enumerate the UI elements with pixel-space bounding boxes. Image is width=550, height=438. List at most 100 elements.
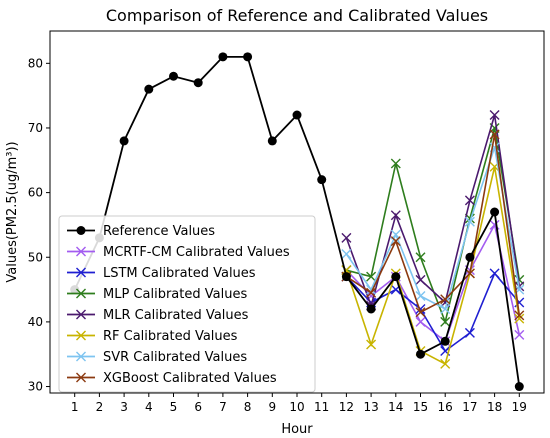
data-point bbox=[415, 316, 426, 327]
marker-stroke bbox=[464, 213, 475, 224]
legend-label: XGBoost Calibrated Values bbox=[103, 371, 277, 386]
data-point bbox=[366, 287, 377, 298]
data-point bbox=[292, 110, 302, 120]
marker-stroke bbox=[464, 195, 475, 206]
data-point bbox=[489, 129, 500, 140]
legend-marker bbox=[76, 246, 86, 257]
legend-label: SVR Calibrated Values bbox=[103, 350, 247, 365]
x-tick-label: 16 bbox=[438, 400, 453, 414]
data-point bbox=[193, 78, 203, 88]
data-point bbox=[317, 175, 327, 185]
marker-stroke bbox=[464, 268, 475, 279]
x-tick-label: 9 bbox=[268, 400, 276, 414]
legend-marker bbox=[76, 372, 86, 383]
marker-stroke bbox=[366, 287, 377, 298]
marker-stroke bbox=[341, 232, 352, 243]
y-tick-label: 80 bbox=[28, 56, 43, 70]
legend-box bbox=[58, 215, 316, 393]
marker-stroke bbox=[440, 294, 451, 305]
data-point bbox=[415, 291, 426, 302]
marker-stroke bbox=[464, 216, 475, 227]
marker-stroke bbox=[415, 274, 426, 285]
marker-stroke bbox=[514, 310, 525, 321]
data-point bbox=[390, 210, 401, 221]
legend: Reference Values MCRTF-CM Calibrated Valu… bbox=[58, 215, 316, 393]
y-tick-label: 60 bbox=[28, 186, 43, 200]
x-tick-label: 3 bbox=[120, 400, 128, 414]
legend-label: LSTM Calibrated Values bbox=[103, 266, 256, 281]
data-point bbox=[440, 294, 451, 305]
marker-stroke bbox=[390, 236, 401, 247]
y-tick-label: 40 bbox=[28, 315, 43, 329]
x-tick-label: 17 bbox=[462, 400, 477, 414]
x-tick-label: 2 bbox=[96, 400, 104, 414]
marker-stroke bbox=[76, 351, 86, 362]
data-point bbox=[440, 316, 451, 327]
marker-stroke bbox=[341, 249, 352, 260]
marker-stroke bbox=[440, 316, 451, 327]
series-line bbox=[345, 114, 521, 309]
chart-title: Comparison of Reference and Calibrated V… bbox=[106, 6, 488, 25]
x-tick-label: 10 bbox=[289, 400, 304, 414]
legend-label: MLP Calibrated Values bbox=[103, 287, 247, 302]
data-point bbox=[440, 336, 450, 346]
legend-entry: LSTM Calibrated Values bbox=[67, 266, 256, 281]
x-tick-label: 14 bbox=[388, 400, 403, 414]
series-line bbox=[345, 222, 521, 343]
legend-marker bbox=[76, 351, 86, 362]
legend-entry: MLP Calibrated Values bbox=[67, 287, 247, 302]
data-point bbox=[465, 252, 475, 262]
x-tick-label: 11 bbox=[314, 400, 329, 414]
data-point bbox=[341, 232, 352, 243]
marker-stroke bbox=[440, 303, 451, 314]
marker-stroke bbox=[489, 268, 500, 279]
legend-entry: MCRTF-CM Calibrated Values bbox=[67, 245, 290, 260]
data-point bbox=[415, 307, 426, 318]
series-mcrtf-cm-calibrated-values bbox=[341, 219, 525, 347]
data-point bbox=[514, 382, 524, 392]
marker-stroke bbox=[415, 252, 426, 263]
x-tick-label: 15 bbox=[413, 400, 428, 414]
data-point bbox=[391, 272, 401, 282]
x-tick-label: 6 bbox=[194, 400, 202, 414]
x-tick-label: 12 bbox=[339, 400, 354, 414]
data-point bbox=[267, 136, 277, 146]
series-rf-calibrated-values bbox=[341, 161, 525, 369]
data-point bbox=[218, 52, 228, 62]
marker-stroke bbox=[440, 358, 451, 369]
y-tick-label: 30 bbox=[28, 380, 43, 394]
marker-stroke bbox=[366, 271, 377, 282]
legend-marker bbox=[76, 309, 86, 320]
data-point bbox=[490, 207, 500, 217]
legend-entry: MLR Calibrated Values bbox=[67, 308, 249, 323]
data-point bbox=[440, 303, 451, 314]
y-tick-label: 70 bbox=[28, 121, 43, 135]
data-point bbox=[119, 136, 129, 146]
series-line bbox=[345, 166, 521, 366]
marker-stroke bbox=[514, 329, 525, 340]
x-tick-label: 5 bbox=[170, 400, 178, 414]
y-axis-label: Values(PM2.5(ug/m³)) bbox=[5, 141, 20, 282]
legend-entry: RF Calibrated Values bbox=[67, 329, 238, 344]
marker-stroke bbox=[464, 327, 475, 338]
marker-stroke bbox=[415, 303, 426, 314]
data-point bbox=[464, 327, 475, 338]
data-point bbox=[243, 52, 253, 62]
data-point bbox=[514, 329, 525, 340]
series-line bbox=[345, 134, 521, 316]
y-tick-label: 50 bbox=[28, 250, 43, 264]
data-point bbox=[366, 339, 377, 350]
marker-stroke bbox=[415, 307, 426, 318]
data-point bbox=[440, 358, 451, 369]
marker-stroke bbox=[366, 339, 377, 350]
marker-stroke bbox=[76, 288, 86, 299]
marker-stroke bbox=[440, 345, 451, 356]
x-axis-label: Hour bbox=[281, 422, 313, 437]
legend-marker bbox=[76, 288, 86, 299]
data-point bbox=[464, 195, 475, 206]
legend-entry: Reference Values bbox=[67, 224, 215, 239]
data-point bbox=[514, 310, 525, 321]
marker-stroke bbox=[76, 372, 86, 383]
data-point bbox=[144, 84, 154, 94]
